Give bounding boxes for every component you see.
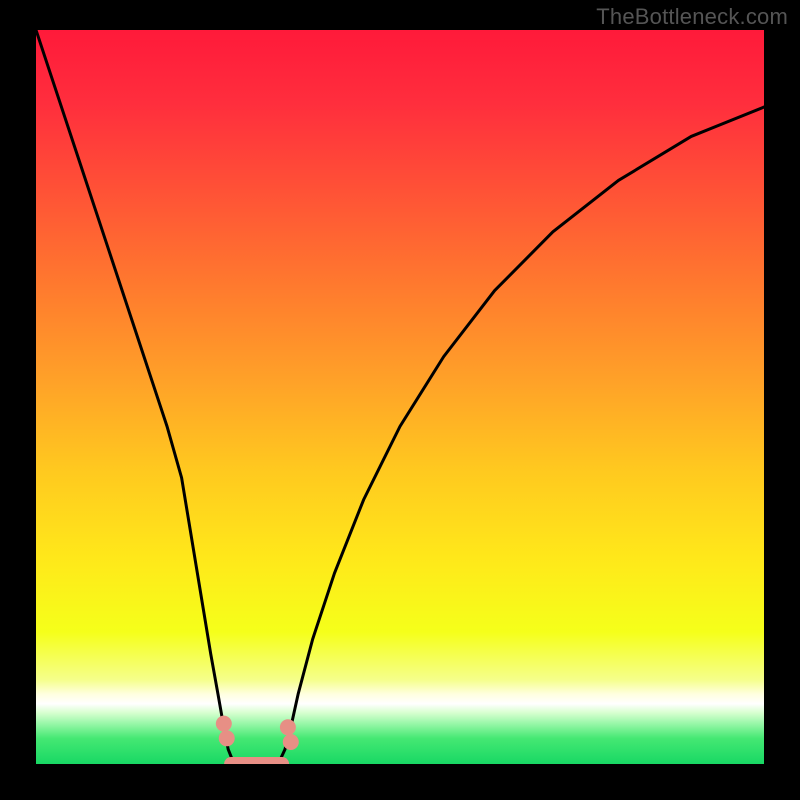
curve-marker <box>283 734 299 750</box>
plot-area <box>36 30 764 764</box>
curve-marker <box>219 730 235 746</box>
curve-marker <box>280 719 296 735</box>
watermark-text: TheBottleneck.com <box>596 4 788 30</box>
marker-layer <box>36 30 764 764</box>
curve-marker <box>216 716 232 732</box>
